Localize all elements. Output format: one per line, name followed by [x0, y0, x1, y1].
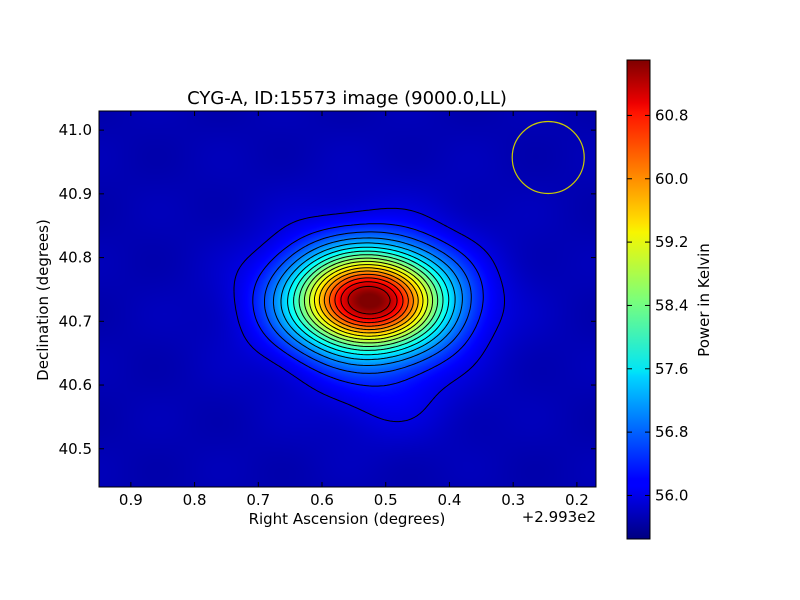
x-tick-label: 0.9 [119, 491, 143, 509]
colorbar-tick-label: 58.4 [655, 296, 688, 314]
y-axis-label: Declination (degrees) [34, 219, 52, 381]
x-axis-offset-label: +2.993e2 [522, 508, 596, 526]
colorbar-tick-label: 56.8 [655, 423, 688, 441]
colorbar-tick-label: 60.0 [655, 170, 688, 188]
x-tick-label: 0.5 [374, 491, 398, 509]
x-tick-label: 0.2 [565, 491, 589, 509]
x-tick-label: 0.8 [183, 491, 207, 509]
heatmap-image [99, 111, 596, 487]
x-tick-label: 0.7 [246, 491, 270, 509]
colorbar-tick-label: 56.0 [655, 486, 688, 504]
y-tick-label: 40.5 [59, 440, 92, 458]
y-tick-label: 40.6 [59, 376, 92, 394]
y-tick-label: 40.8 [59, 249, 92, 267]
colorbar-tick-label: 59.2 [655, 233, 688, 251]
x-tick-label: 0.6 [310, 491, 334, 509]
y-tick-label: 41.0 [59, 121, 92, 139]
plot-area [99, 111, 596, 487]
colorbar-label: Power in Kelvin [695, 243, 713, 357]
colorbar-tick-label: 60.8 [655, 106, 688, 124]
colorbar-gradient [627, 60, 650, 539]
chart-title: CYG-A, ID:15573 image (9000.0,LL) [187, 88, 507, 109]
colorbar-tick-label: 57.6 [655, 360, 688, 378]
y-tick-label: 40.9 [59, 185, 92, 203]
x-tick-label: 0.4 [438, 491, 462, 509]
x-axis-label: Right Ascension (degrees) [249, 510, 446, 528]
y-tick-label: 40.7 [59, 312, 92, 330]
colorbar: 56.0 56.8 57.6 58.4 59.2 60.0 60.8 Power in Ke… [627, 60, 713, 539]
x-tick-label: 0.3 [501, 491, 525, 509]
